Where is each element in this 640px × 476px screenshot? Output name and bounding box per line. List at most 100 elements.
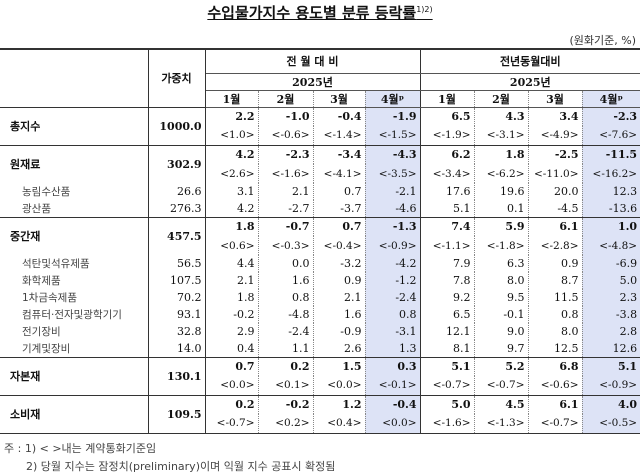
value-cell: 6.8 <box>527 357 583 376</box>
value-cell: -0.4 <box>312 107 365 126</box>
row-label: 자본재 <box>10 370 41 383</box>
row-label: 중간재 <box>10 230 41 244</box>
value-cell: 7.8 <box>419 272 475 289</box>
value-cell: 0.8 <box>257 289 313 306</box>
header-mom: 전 월 대 비 <box>204 49 421 74</box>
value-cell: -3.8 <box>581 306 640 323</box>
value-cell: -3.4 <box>312 145 365 164</box>
value-cell: 12.1 <box>419 323 475 340</box>
header-month: 3월 <box>527 90 583 108</box>
contract-currency-cell: <-1.1> <box>419 236 475 255</box>
value-cell: 12.6 <box>581 340 640 357</box>
contract-currency-cell: <-0.5> <box>581 414 640 433</box>
value-cell: 0.0 <box>257 255 313 272</box>
row-label: 소비재 <box>10 408 41 421</box>
value-cell: -2.1 <box>364 183 421 200</box>
value-cell: 1.8 <box>473 145 529 164</box>
value-cell: 0.3 <box>364 357 421 376</box>
contract-currency-cell: <-11.0> <box>527 164 583 183</box>
value-cell: 1.2 <box>312 395 365 414</box>
value-cell: 1.3 <box>364 340 421 357</box>
contract-currency-cell: <-0.4> <box>312 236 365 255</box>
value-cell: 0.7 <box>204 357 258 376</box>
contract-currency-cell: <0.0> <box>364 414 421 433</box>
header-year-yoy: 2025년 <box>419 73 640 91</box>
value-cell: 0.1 <box>473 200 529 217</box>
value-cell: -3.7 <box>312 200 365 217</box>
value-cell: -0.1 <box>473 306 529 323</box>
value-cell: -0.4 <box>364 395 421 414</box>
contract-currency-cell: <-4.8> <box>581 236 640 255</box>
contract-currency-cell: <-7.6> <box>581 126 640 145</box>
contract-currency-cell: <-1.8> <box>473 236 529 255</box>
value-cell: -2.5 <box>527 145 583 164</box>
value-cell: 6.2 <box>419 145 475 164</box>
row-weight: 276.3 <box>147 200 206 217</box>
value-cell: 1.8 <box>204 289 258 306</box>
row-weight: 14.0 <box>147 340 206 357</box>
value-cell: 8.0 <box>473 272 529 289</box>
table-row-category: <0.0> <0.1> <0.0> <-0.1> <-0.7> <-0.7> <-0.6> <… <box>0 376 640 395</box>
contract-currency-cell: <0.0> <box>220 379 255 392</box>
table-row-subcategory: 1차금속제품 70.2 1.8 0.8 2.1 -2.4 9.2 9.5 11.5 2.3 <box>0 289 640 306</box>
value-cell: 6.3 <box>473 255 529 272</box>
value-cell: 17.6 <box>419 183 475 200</box>
value-cell: 1.8 <box>204 217 258 236</box>
contract-currency-cell: <-1.5> <box>364 126 421 145</box>
value-cell: 4.2 <box>204 200 258 217</box>
value-cell: 9.2 <box>419 289 475 306</box>
value-cell: 1.0 <box>581 217 640 236</box>
header-month: 1월 <box>419 90 475 108</box>
contract-currency-cell: <-0.3> <box>257 236 313 255</box>
row-label: 컴퓨터·전자및광학기기 <box>22 309 122 321</box>
value-cell: 1.1 <box>257 340 313 357</box>
value-cell: -4.3 <box>364 145 421 164</box>
value-cell: 6.1 <box>527 217 583 236</box>
value-cell: 6.1 <box>527 395 583 414</box>
contract-currency-cell: <-1.6> <box>257 164 313 183</box>
value-cell: 11.5 <box>527 289 583 306</box>
value-cell: 0.8 <box>364 306 421 323</box>
value-cell: 3.1 <box>204 183 258 200</box>
value-cell: 4.0 <box>581 395 640 414</box>
value-cell: 1.5 <box>312 357 365 376</box>
value-cell: 0.9 <box>527 255 583 272</box>
table-row-category: 중간재 457.5 1.8 -0.7 0.7 -1.3 7.4 5.9 6.1 1.0 <box>0 217 640 255</box>
value-cell: -0.2 <box>204 306 258 323</box>
value-cell: 5.9 <box>473 217 529 236</box>
value-cell: 9.7 <box>473 340 529 357</box>
header-month: 4월ᵖ <box>581 90 640 108</box>
value-cell: 5.1 <box>581 357 640 376</box>
row-label: 1차금속제품 <box>22 292 77 304</box>
contract-currency-cell: <0.2> <box>257 414 313 433</box>
value-cell: 5.2 <box>473 357 529 376</box>
value-cell: -4.2 <box>364 255 421 272</box>
contract-currency-cell: <-0.1> <box>364 376 421 395</box>
value-cell: -1.0 <box>257 107 313 126</box>
contract-currency-cell: <-3.4> <box>419 164 475 183</box>
value-cell: 2.6 <box>312 340 365 357</box>
value-cell: 2.9 <box>204 323 258 340</box>
header-month: 4월ᵖ <box>364 90 421 108</box>
contract-currency-cell: <-0.9> <box>364 236 421 255</box>
value-cell: -2.3 <box>581 107 640 126</box>
contract-currency-cell: <-0.9> <box>581 376 640 395</box>
row-weight: 1000.0 <box>147 107 206 145</box>
title-text: 수입물가지수 용도별 분류 등락률 <box>207 4 417 22</box>
table-row-subcategory: 광산품 276.3 4.2 -2.7 -3.7 -4.6 5.1 0.1 -4.5 -13.6 <box>0 200 640 217</box>
row-weight: 70.2 <box>147 289 206 306</box>
table-row-category: 총지수 1000.0 2.2 -1.0 -0.4 -1.9 6.5 4.3 3.4 -2.3 <box>0 107 640 145</box>
value-cell: 12.5 <box>527 340 583 357</box>
value-cell: 4.2 <box>204 145 258 164</box>
header-weight: 가중치 <box>147 49 206 108</box>
value-cell: -1.3 <box>364 217 421 236</box>
row-label: 광산품 <box>22 202 51 215</box>
price-index-table: 가중치 전 월 대 비 전년동월대비 2025년 2025년 1월 2월 3월 4월ᵖ… <box>0 48 640 434</box>
value-cell: -4.6 <box>364 200 421 217</box>
value-cell: 8.0 <box>527 323 583 340</box>
contract-currency-cell: <-4.1> <box>312 164 365 183</box>
value-cell: 2.8 <box>581 323 640 340</box>
row-weight: 107.5 <box>147 272 206 289</box>
row-label: 원재료 <box>10 158 41 172</box>
footnote-2: 2) 당월 지수는 잠정치(preliminary)이며 익월 지수 공표시 확… <box>26 460 336 473</box>
